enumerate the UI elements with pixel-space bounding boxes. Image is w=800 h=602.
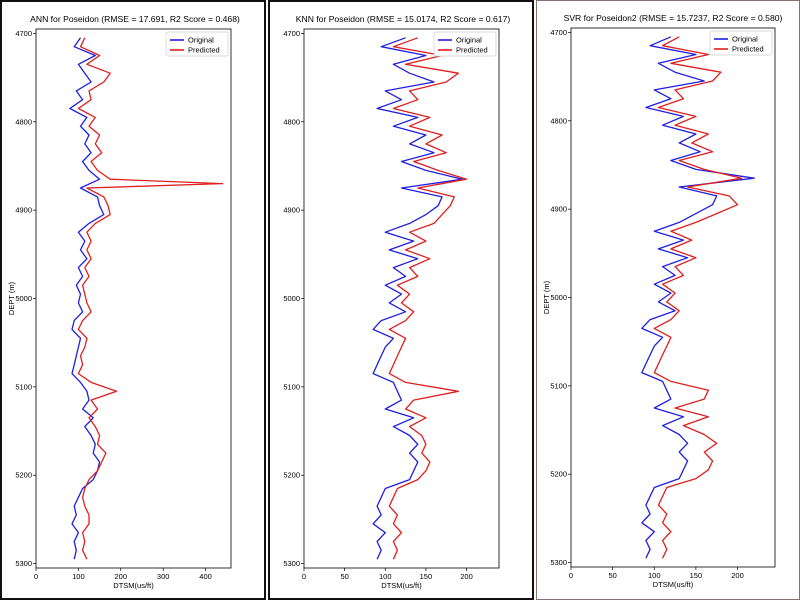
legend-label: Predicted — [456, 46, 488, 55]
series-line-predicted — [77, 37, 224, 560]
y-tick-label: 4700 — [283, 29, 300, 38]
series-line-original — [372, 37, 464, 560]
legend-label: Predicted — [732, 45, 764, 54]
series-line-predicted — [653, 36, 743, 559]
y-tick-label: 5200 — [283, 471, 300, 480]
x-tick-label: 200 — [460, 572, 473, 581]
x-tick-label: 150 — [420, 572, 433, 581]
y-tick-label: 5100 — [15, 382, 32, 391]
x-axis-label: DTSM(us/ft) — [653, 580, 694, 589]
y-tick-label: 5200 — [15, 471, 32, 480]
chart-title: SVR for Poseidon2 (RMSE = 15.7237, R2 Sc… — [564, 13, 783, 23]
y-tick-label: 5000 — [550, 293, 567, 302]
chart-title: ANN for Poseidon (RMSE = 17.691, R2 Scor… — [30, 14, 240, 24]
knn-panel: KNN for Poseidon (RMSE = 15.0174, R2 Sco… — [268, 0, 534, 600]
legend-label: Original — [732, 35, 758, 44]
knn-chart: KNN for Poseidon (RMSE = 15.0174, R2 Sco… — [283, 14, 511, 590]
x-tick-label: 0 — [34, 572, 38, 581]
y-tick-label: 5300 — [283, 559, 300, 568]
svr-chart: SVR for Poseidon2 (RMSE = 15.7237, R2 Sc… — [542, 13, 783, 589]
y-tick-label: 4900 — [15, 206, 32, 215]
x-tick-label: 200 — [731, 571, 744, 580]
x-tick-label: 400 — [199, 572, 212, 581]
y-tick-label: 4800 — [550, 116, 567, 125]
y-tick-label: 4700 — [15, 29, 32, 38]
y-tick-label: 5200 — [550, 470, 567, 479]
y-tick-label: 5300 — [550, 558, 567, 567]
x-tick-label: 0 — [569, 571, 573, 580]
x-axis-label: DTSM(us/ft) — [381, 581, 422, 590]
y-tick-label: 4800 — [283, 117, 300, 126]
y-tick-label: 5300 — [15, 559, 32, 568]
series-line-original — [69, 37, 105, 560]
x-tick-label: 300 — [157, 572, 170, 581]
y-tick-label: 4800 — [15, 117, 32, 126]
y-tick-label: 5000 — [283, 294, 300, 303]
y-axis-label: DEPT (m) — [7, 281, 16, 315]
y-tick-label: 4900 — [283, 206, 300, 215]
x-tick-label: 100 — [648, 571, 661, 580]
ann-panel: ANN for Poseidon (RMSE = 17.691, R2 Scor… — [0, 0, 266, 600]
series-line-original — [641, 36, 755, 559]
x-tick-label: 50 — [608, 571, 616, 580]
x-tick-label: 50 — [340, 572, 348, 581]
y-tick-label: 5100 — [550, 381, 567, 390]
chart-title: KNN for Poseidon (RMSE = 15.0174, R2 Sco… — [296, 14, 511, 24]
x-tick-label: 150 — [690, 571, 703, 580]
x-tick-label: 100 — [379, 572, 392, 581]
x-tick-label: 100 — [72, 572, 85, 581]
svr-panel: SVR for Poseidon2 (RMSE = 15.7237, R2 Sc… — [536, 0, 800, 600]
legend-label: Original — [188, 36, 214, 45]
x-tick-label: 0 — [302, 572, 306, 581]
legend-label: Original — [456, 36, 482, 45]
y-tick-label: 4900 — [550, 205, 567, 214]
y-axis-label: DEPT (m) — [542, 280, 551, 314]
plot-frame — [35, 28, 232, 569]
x-axis-label: DTSM(us/ft) — [113, 581, 154, 590]
y-tick-label: 5000 — [15, 294, 32, 303]
series-line-predicted — [388, 37, 468, 560]
x-tick-label: 200 — [115, 572, 128, 581]
y-tick-label: 5100 — [283, 382, 300, 391]
ann-chart: ANN for Poseidon (RMSE = 17.691, R2 Scor… — [7, 14, 240, 590]
y-tick-label: 4700 — [550, 28, 567, 37]
legend-label: Predicted — [188, 46, 220, 55]
